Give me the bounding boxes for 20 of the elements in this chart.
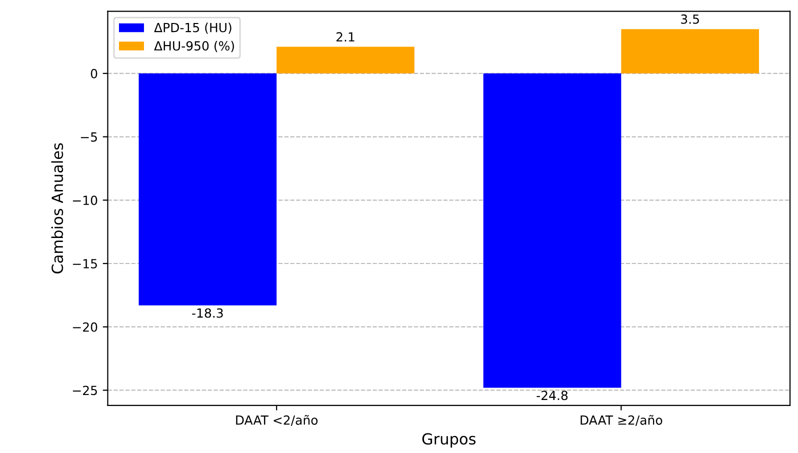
x-tick-label: DAAT <2/año — [236, 414, 318, 426]
bar — [621, 29, 760, 74]
bar — [138, 73, 277, 306]
y-tick-label: −10 — [72, 196, 98, 206]
data-label: -18.3 — [192, 308, 223, 318]
bar — [483, 73, 622, 388]
legend-label: ΔHU-950 (%) — [154, 40, 234, 52]
bar — [276, 46, 414, 74]
data-label: -24.8 — [536, 390, 568, 400]
data-label: 2.1 — [336, 32, 354, 42]
y-tick-label: −25 — [72, 386, 97, 396]
y-tick-label: −5 — [80, 132, 97, 142]
y-axis-title: Cambios Anuales — [51, 143, 64, 274]
x-axis-title: Grupos — [422, 433, 476, 448]
y-tick-label: −20 — [72, 322, 98, 332]
legend-label: ΔPD-15 (HU) — [154, 22, 232, 34]
y-tick-label: −15 — [72, 259, 97, 268]
data-label: 3.5 — [681, 14, 699, 24]
y-tick-label: 0 — [90, 68, 98, 78]
x-tick-label: DAAT ≥2/año — [580, 414, 662, 426]
